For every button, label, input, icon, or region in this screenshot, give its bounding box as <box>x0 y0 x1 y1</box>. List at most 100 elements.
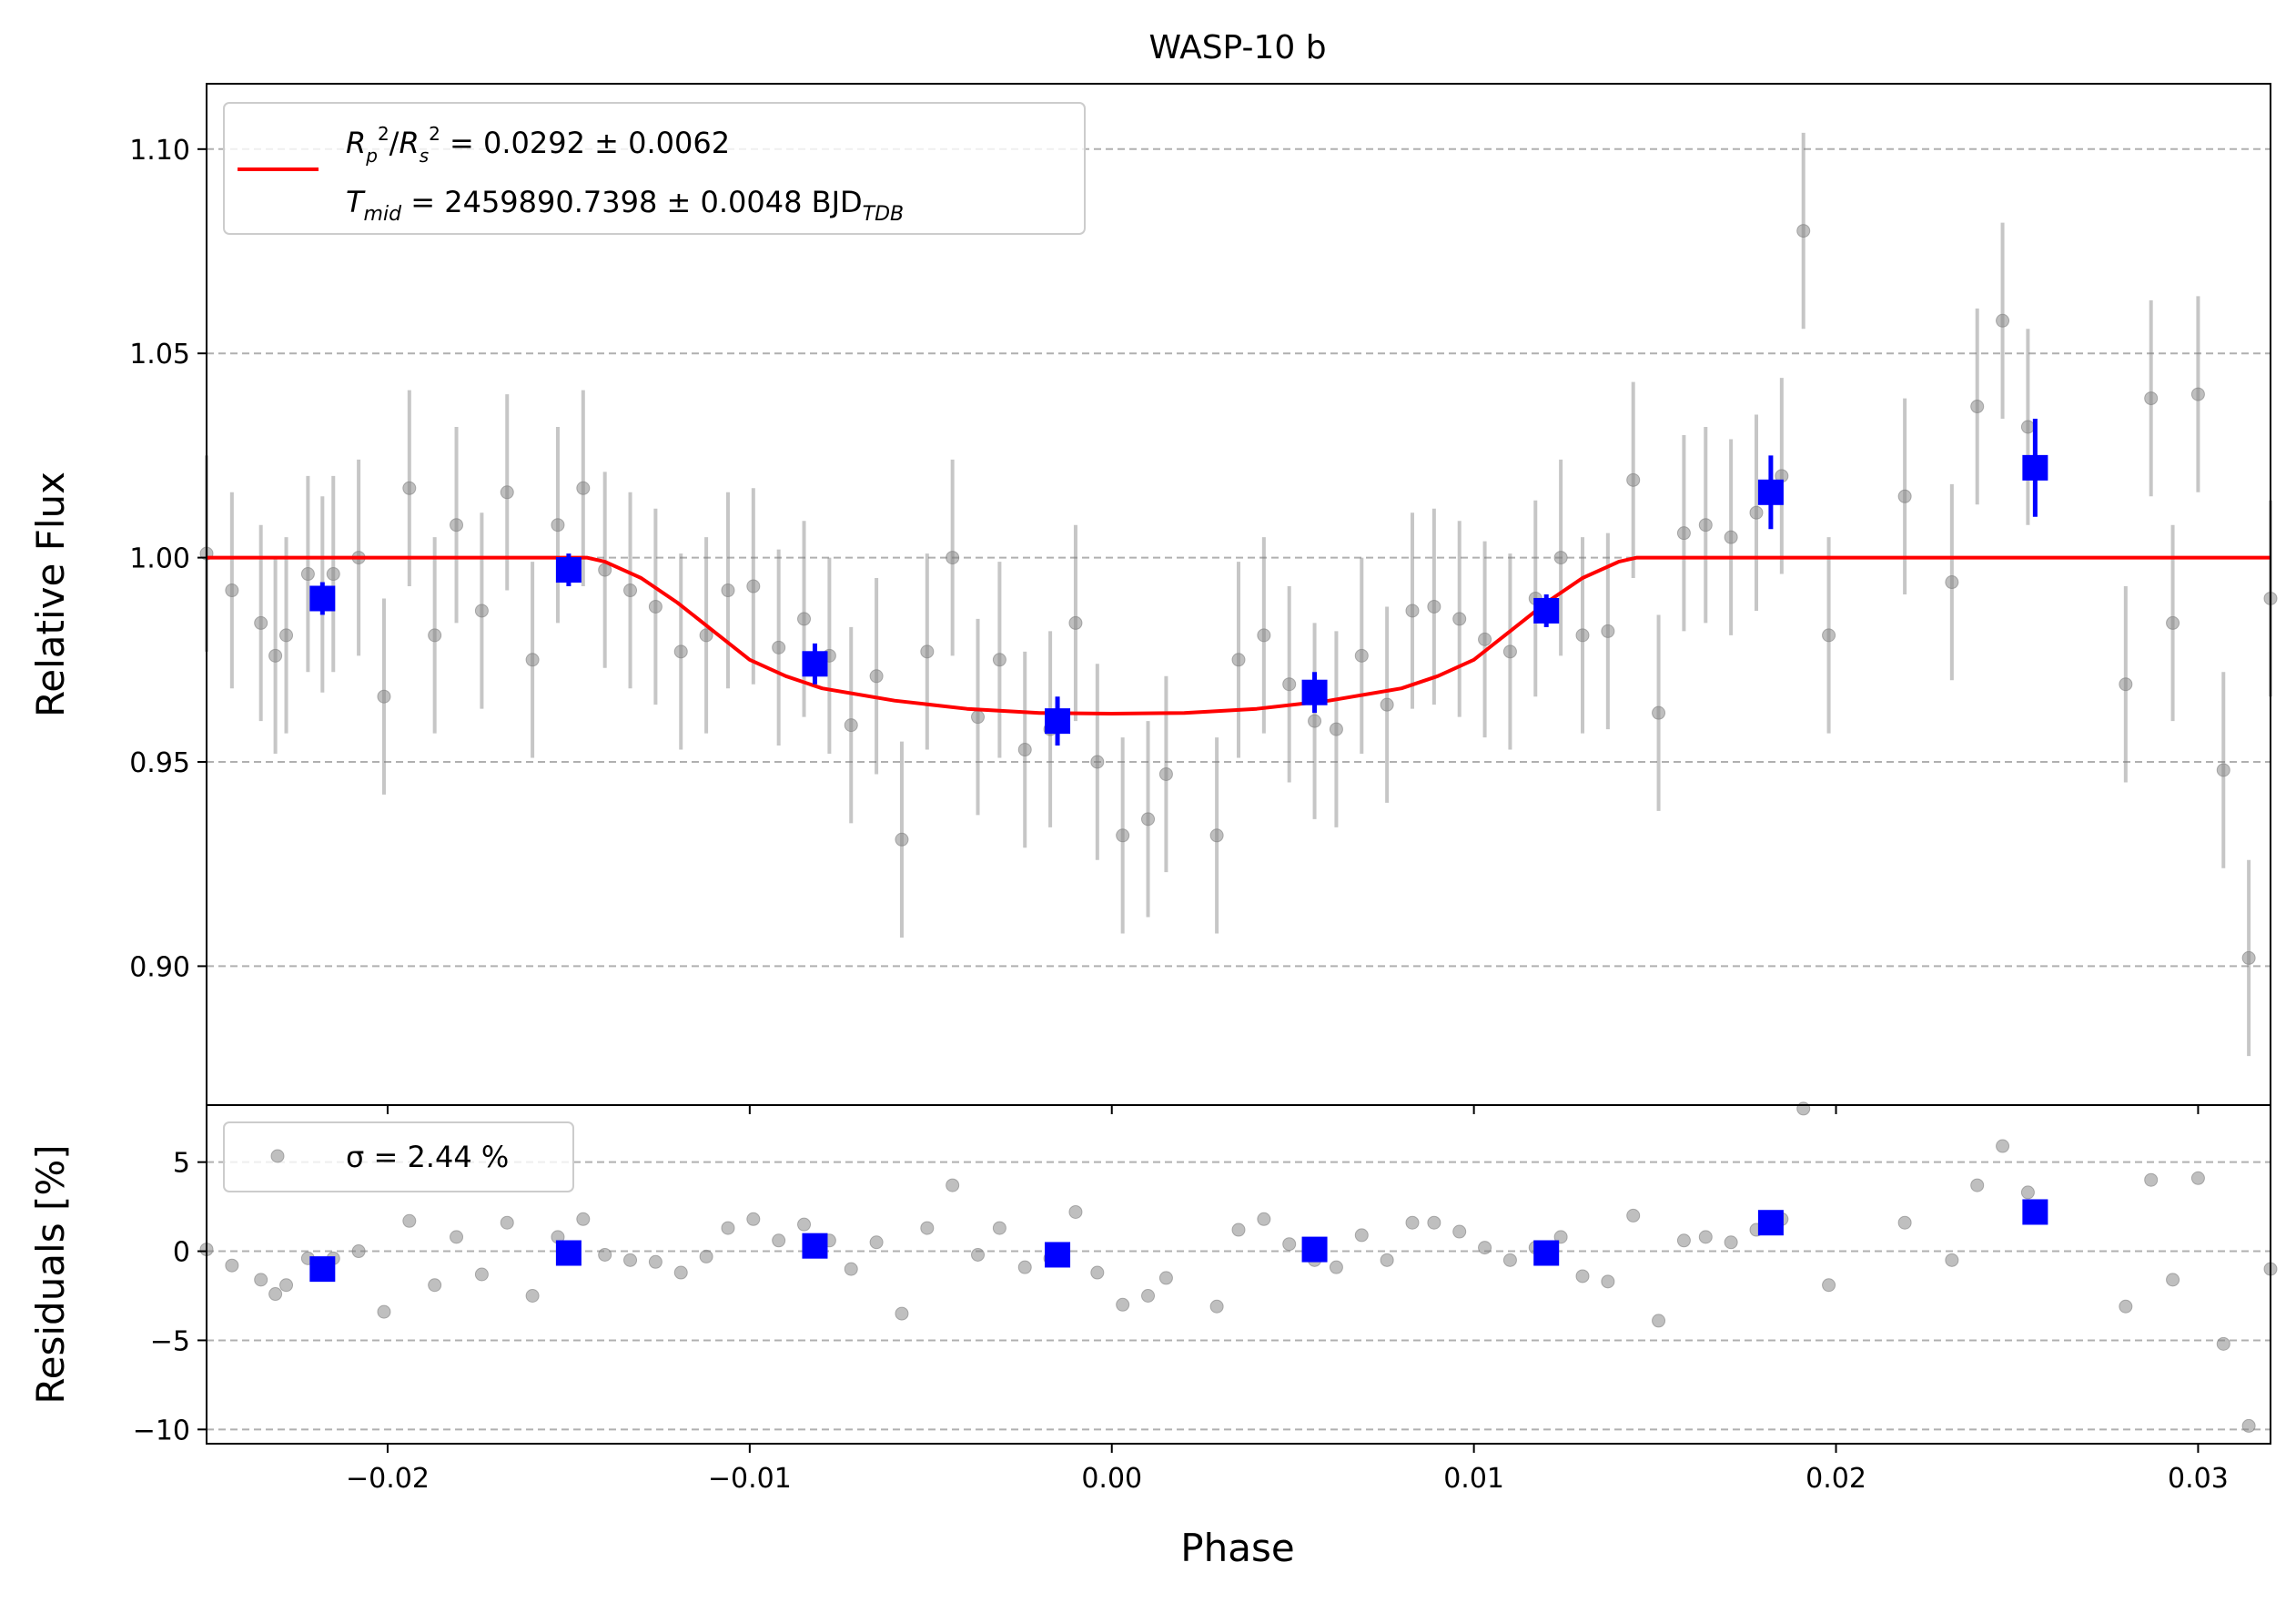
residual-point <box>648 1254 663 1269</box>
residual-point <box>1017 1260 1032 1274</box>
residual-point <box>2020 1185 2035 1200</box>
residual-point <box>525 1288 540 1303</box>
residual-point <box>500 1215 514 1230</box>
main-y-axis-label: Relative Flux <box>28 472 73 717</box>
data-point <box>1427 599 1441 614</box>
x-tick-label: 0.03 <box>2168 1463 2229 1495</box>
data-point <box>1090 755 1105 769</box>
residual-point <box>268 1287 283 1302</box>
residuals-legend-box <box>223 1121 574 1192</box>
residuals-y-tick-label: 0 <box>173 1237 190 1269</box>
residual-point <box>2166 1273 2180 1287</box>
residual-point <box>402 1213 417 1228</box>
residuals-legend: σ = 2.44 % <box>223 1121 574 1192</box>
residual-point <box>1502 1253 1517 1267</box>
residual-point <box>920 1221 935 1235</box>
data-point <box>279 628 294 643</box>
data-point <box>254 615 268 630</box>
main-y-ticks: 0.90 0.95 1.00 1.05 1.10 <box>129 135 207 983</box>
data-point <box>1329 722 1343 736</box>
residual-point <box>1676 1233 1691 1248</box>
residual-point <box>450 1230 464 1244</box>
residual-point <box>623 1253 638 1267</box>
data-point <box>525 653 540 667</box>
residual-point <box>1116 1297 1130 1312</box>
residual-point <box>797 1217 812 1232</box>
residual-point <box>1996 1139 2010 1153</box>
residual-binned-point <box>1757 1210 1784 1236</box>
residual-point <box>1090 1265 1105 1280</box>
residual-point <box>598 1247 612 1262</box>
data-point <box>2119 677 2133 692</box>
data-point <box>1405 604 1420 618</box>
data-point <box>1945 575 1959 590</box>
x-tick-label: −0.02 <box>346 1463 430 1495</box>
residual-point <box>428 1278 442 1293</box>
main-y-tick-label: 1.10 <box>129 135 190 167</box>
data-point <box>1749 505 1764 520</box>
residuals-legend-marker <box>270 1149 285 1163</box>
binned-point <box>1533 597 1560 624</box>
main-legend: Rp2/Rs2 = 0.0292 ± 0.0062 Tmid = 2459890… <box>223 102 1086 235</box>
residual-point <box>1822 1278 1836 1293</box>
residual-point <box>1452 1224 1467 1239</box>
main-y-tick-label: 0.90 <box>129 951 190 983</box>
binned-point <box>1301 679 1328 705</box>
data-point <box>623 583 638 598</box>
data-point <box>1380 697 1394 712</box>
data-point <box>2020 420 2035 434</box>
data-point <box>2144 391 2159 406</box>
residual-binned-point <box>555 1240 582 1266</box>
residual-point <box>946 1178 960 1192</box>
residual-point <box>869 1235 884 1250</box>
data-point <box>428 628 442 643</box>
residual-point <box>2216 1336 2230 1351</box>
residual-binned-point <box>802 1233 828 1259</box>
residual-point <box>1427 1215 1441 1230</box>
residual-point <box>1282 1237 1297 1252</box>
light-curve-panel: 0.90 0.95 1.00 1.05 1.10 Relative Flux Rp2/R… <box>28 83 2278 1106</box>
residual-binned-points <box>309 1199 2048 1283</box>
residual-point <box>474 1267 489 1282</box>
residual-point <box>1209 1299 1224 1314</box>
residual-point <box>1380 1253 1394 1267</box>
data-point <box>1452 612 1467 626</box>
residuals-legend-text: σ = 2.44 % <box>346 1140 509 1174</box>
data-point <box>1308 714 1322 728</box>
residual-point <box>1626 1208 1641 1223</box>
data-point <box>1116 828 1130 843</box>
x-tick-label: 0.01 <box>1443 1463 1504 1495</box>
residuals-y-ticks: 5 0 −5 −10 <box>133 1148 207 1446</box>
data-point <box>648 599 663 614</box>
residual-point <box>279 1278 294 1293</box>
residual-point <box>351 1244 366 1259</box>
data-point <box>2216 763 2230 777</box>
data-point <box>1822 628 1836 643</box>
residual-point <box>225 1258 239 1273</box>
data-point <box>1553 551 1568 565</box>
x-axis-label: Phase <box>1180 1526 1294 1570</box>
main-y-tick-label: 1.05 <box>129 339 190 370</box>
data-point <box>2190 387 2205 401</box>
x-tick-label: 0.02 <box>1805 1463 1866 1495</box>
data-point <box>1698 518 1713 533</box>
data-point <box>1231 653 1246 667</box>
data-point <box>895 832 909 847</box>
data-point <box>1575 628 1590 643</box>
data-point <box>1209 828 1224 843</box>
residual-point <box>992 1221 1006 1235</box>
main-y-tick-label: 0.95 <box>129 747 190 779</box>
x-ticks: −0.02 −0.01 0.00 0.01 0.02 0.03 <box>346 1105 2229 1495</box>
data-point <box>797 612 812 626</box>
data-point <box>1996 313 2010 328</box>
data-point <box>1970 400 1985 414</box>
data-point <box>1282 677 1297 692</box>
legend-tmid-text: Tmid = 2459890.7398 ± 0.0048 BJDTDB <box>346 185 904 226</box>
residual-point <box>2144 1172 2159 1187</box>
data-point <box>920 644 935 659</box>
data-point <box>1601 624 1615 638</box>
residual-point <box>1724 1235 1738 1250</box>
residuals-plot-frame <box>206 1104 2271 1445</box>
data-point <box>2166 615 2180 630</box>
